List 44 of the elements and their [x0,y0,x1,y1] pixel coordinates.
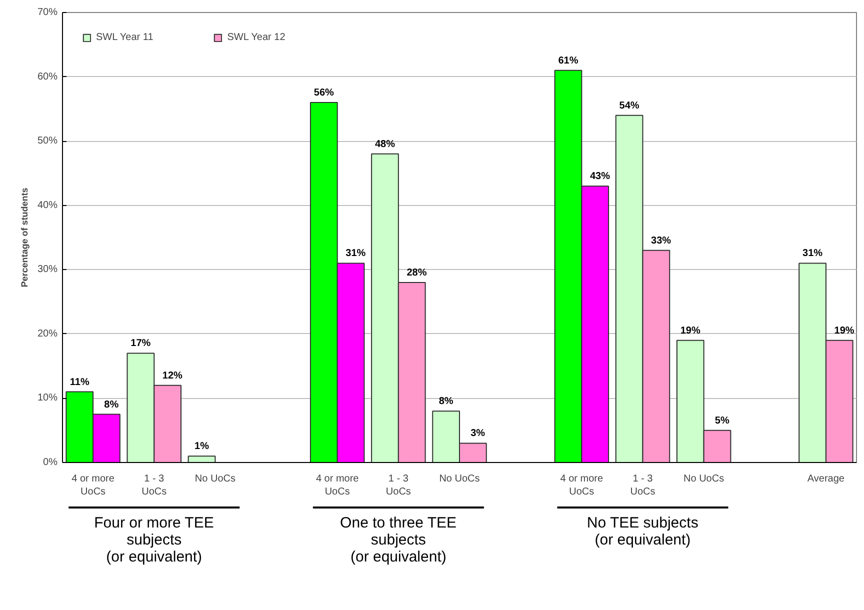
x-tick-label: 1 - 3 UoCs [386,474,411,498]
data-label: 11% [70,376,90,388]
data-label: 8% [438,396,454,408]
data-label: 19% [680,325,700,336]
bar [188,456,216,462]
data-label: 5% [714,415,730,426]
x-tick-label: 1 - 3 UoCs [142,474,167,498]
x-tick-label: 4 or more UoCs [72,474,115,498]
data-label: 19% [834,325,854,336]
y-tick-label: 30% [37,264,58,276]
y-tick-label: 70% [37,7,58,18]
text: Four or more TEE subjects (or equivalent) [94,514,214,566]
data-label: 17% [130,338,151,350]
data-label: 54% [619,100,640,112]
data-label: 12% [162,370,183,382]
data-label: 56% [314,88,334,98]
data-label: 28% [406,268,427,278]
x-tick-label: 4 or more UoCs [316,474,360,498]
x-tick-label: No UoCs [684,474,724,484]
data-label: 31% [802,248,823,260]
x-tick-label: No UoCs [439,474,480,484]
x-tick-label: Average [807,474,845,484]
data-label: 3% [470,428,486,440]
data-label: 43% [590,171,610,182]
data-label: 8% [104,399,119,410]
text: One to three TEE subjects (or equivalent) [340,514,457,566]
data-label: 31% [346,248,366,260]
legend-label: SWL Year 12 [227,32,286,43]
y-tick-label: 60% [37,71,58,82]
data-label: 61% [558,55,578,66]
text: No TEE subjects (or equivalent) [586,514,698,548]
y-tick-label: 20% [37,328,58,340]
data-label: 33% [651,235,672,246]
x-tick-label: No UoCs [194,474,236,484]
data-label: 1% [194,441,210,452]
data-label: 48% [374,138,396,150]
legend-label: SWL Year 11 [96,32,154,43]
y-tick-label: 40% [37,200,58,211]
y-tick-label: 50% [37,136,58,147]
y-axis-title: Percentage of students [19,188,30,288]
y-tick-label: 10% [37,392,58,404]
y-tick-label: 0% [43,457,58,468]
x-tick-label: 4 or more UoCs [560,474,604,498]
x-tick-label: 1 - 3 UoCs [630,474,656,498]
